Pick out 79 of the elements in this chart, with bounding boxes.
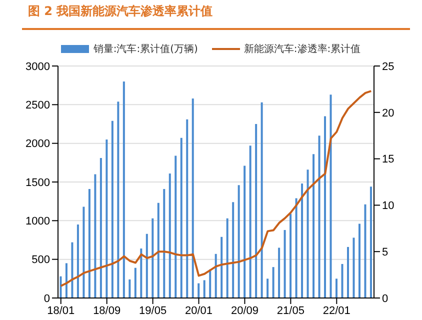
bar — [295, 198, 298, 298]
bar — [88, 188, 90, 298]
bar — [111, 120, 114, 298]
bar — [260, 102, 263, 298]
bar — [65, 263, 68, 298]
bar — [278, 248, 280, 298]
chart-title: 图 2 我国新能源汽车渗透率累计值 — [27, 3, 214, 20]
y-tick-label: 2000 — [26, 138, 50, 150]
y2-tick-label: 5 — [382, 246, 388, 259]
bar — [352, 238, 355, 298]
bar — [180, 138, 182, 298]
bar — [157, 202, 160, 298]
bar — [238, 185, 240, 298]
bar — [272, 267, 274, 298]
x-tick-label: 18/01 — [47, 304, 75, 317]
bar — [214, 254, 217, 298]
y-tick-label: 2500 — [26, 100, 50, 112]
bar — [226, 218, 228, 298]
bar — [330, 94, 332, 298]
bar — [152, 218, 154, 298]
y2-tick-label: 25 — [382, 60, 394, 73]
x-tick-label: 19/05 — [139, 304, 167, 317]
x-tick-label: 22/01 — [322, 304, 350, 317]
y-tick-label: 500 — [32, 254, 50, 266]
bar — [324, 116, 326, 298]
bar — [192, 98, 194, 298]
y2-tick-label: 0 — [382, 292, 388, 305]
y2-tick-label: 10 — [382, 200, 394, 212]
bar — [94, 174, 96, 298]
bar — [186, 119, 188, 298]
bar — [60, 276, 62, 298]
bar — [249, 146, 252, 298]
x-tick-label: 18/09 — [93, 304, 121, 317]
legend-label: 销量:汽车:累计值(万辆) — [92, 42, 198, 56]
x-tick-label: 21/05 — [276, 304, 304, 317]
bar — [134, 268, 136, 298]
bar — [117, 102, 120, 298]
bar — [122, 81, 125, 298]
bar — [244, 166, 246, 298]
y-tick-label: 3000 — [26, 60, 50, 73]
y2-tick-label: 20 — [382, 107, 394, 120]
bar — [290, 214, 292, 298]
x-tick-label: 20/01 — [185, 304, 213, 317]
bar — [364, 204, 366, 298]
bar — [146, 234, 148, 298]
bar — [82, 206, 85, 298]
legend-label: 新能源汽车:渗透率:累计值 — [242, 42, 361, 56]
y-tick-label: 1500 — [26, 176, 50, 189]
bar — [232, 202, 234, 298]
bar — [100, 158, 102, 298]
bar — [255, 124, 258, 298]
bar — [312, 154, 315, 298]
bar — [106, 139, 108, 298]
bar — [358, 224, 360, 298]
bar — [336, 278, 338, 298]
bar — [284, 230, 286, 298]
bar — [174, 156, 177, 298]
bar — [341, 264, 344, 298]
x-tick-label: 20/09 — [230, 304, 258, 317]
y-tick-label: 0 — [44, 292, 50, 305]
bar — [168, 173, 171, 298]
bar — [71, 242, 74, 298]
bar — [220, 236, 223, 298]
bar — [306, 170, 309, 298]
bar — [163, 188, 166, 298]
bar — [76, 224, 79, 298]
y2-tick-label: 15 — [382, 154, 394, 166]
bar — [370, 186, 372, 298]
y-tick-label: 1000 — [26, 216, 50, 228]
bar — [128, 279, 131, 298]
bar — [266, 278, 269, 298]
bar — [209, 269, 212, 298]
bar — [318, 136, 320, 298]
bar — [198, 283, 200, 298]
bar — [140, 248, 142, 298]
bar — [346, 246, 349, 298]
line-series — [60, 90, 372, 287]
bar — [301, 184, 304, 298]
bar — [203, 280, 206, 298]
